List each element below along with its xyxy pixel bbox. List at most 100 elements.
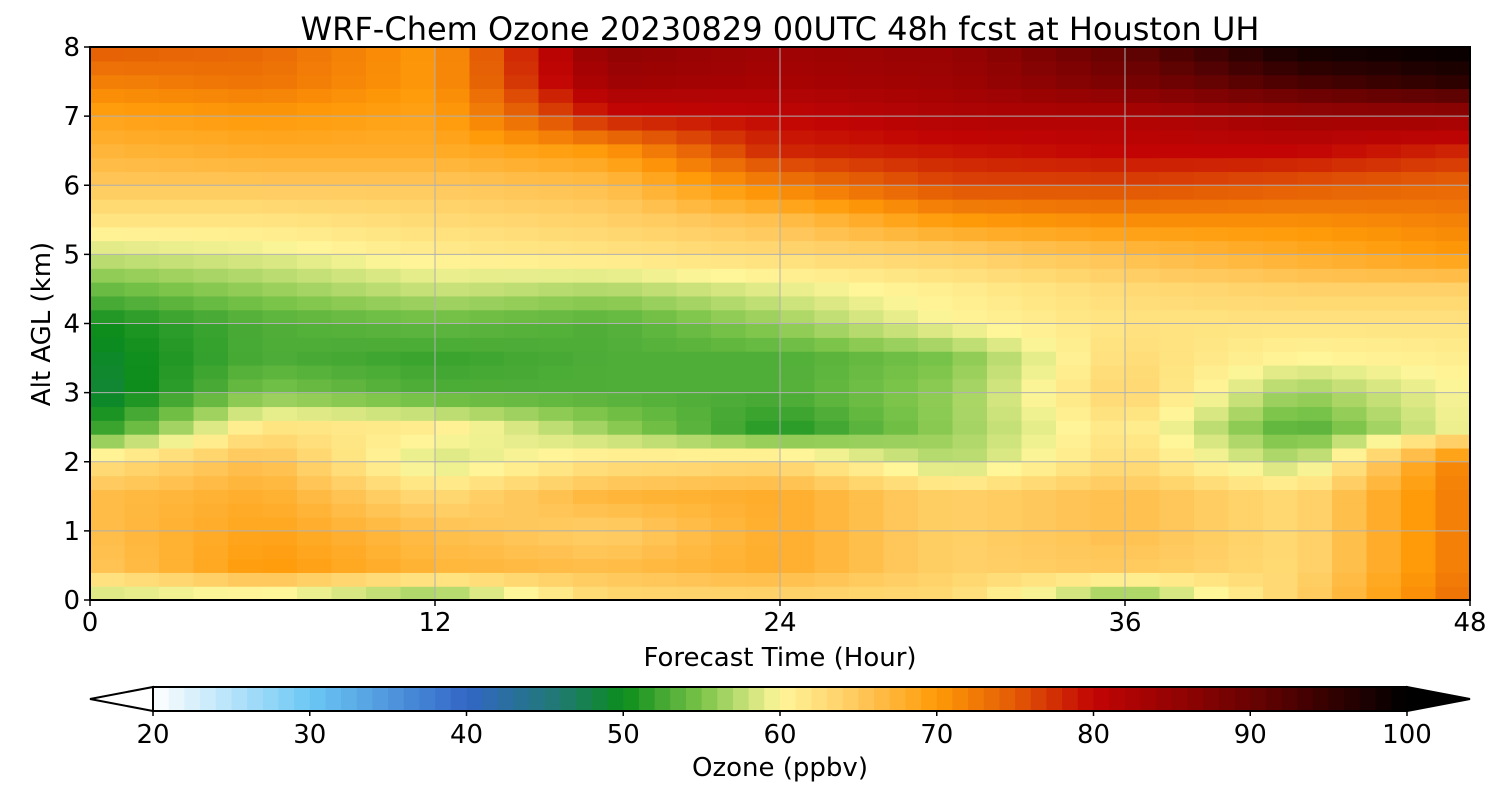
heatmap-cell [918, 323, 954, 338]
heatmap-cell [987, 254, 1023, 269]
heatmap-cell [1194, 240, 1230, 255]
heatmap-cell [1401, 74, 1437, 90]
heatmap-cell [366, 143, 402, 159]
heatmap-cell [642, 102, 678, 117]
heatmap-cell [193, 572, 229, 587]
heatmap-cell [1228, 586, 1264, 601]
heatmap-cell [607, 309, 643, 325]
heatmap-cell [124, 364, 160, 380]
colorbar-bin [858, 687, 875, 711]
heatmap-cell [1297, 489, 1333, 504]
heatmap-cell [435, 157, 471, 173]
heatmap-cell [1194, 406, 1230, 421]
heatmap-cell [745, 143, 781, 159]
heatmap-cell [1159, 489, 1195, 504]
colorbar-bin [1344, 687, 1361, 711]
heatmap-cell [1263, 530, 1299, 546]
heatmap-cell [159, 572, 195, 587]
heatmap-cell [745, 171, 781, 186]
heatmap-cell [435, 503, 471, 518]
heatmap-cell [400, 240, 436, 255]
heatmap-cell [711, 475, 747, 490]
colorbar-bin [591, 687, 609, 711]
heatmap-cell [607, 364, 643, 380]
heatmap-cell [676, 74, 712, 90]
heatmap-cell [1090, 282, 1126, 297]
heatmap-cell [676, 420, 712, 435]
heatmap-cell [159, 544, 195, 560]
heatmap-cell [1125, 475, 1161, 490]
heatmap-cell [193, 60, 229, 76]
heatmap-cell [883, 475, 919, 490]
heatmap-cell [1194, 530, 1230, 546]
colorbar-bin [717, 687, 734, 711]
heatmap-cell [262, 185, 298, 200]
colorbar-bin [936, 687, 953, 711]
heatmap-cell [711, 489, 747, 504]
x-tick-label: 12 [418, 608, 451, 638]
heatmap-cell [1263, 378, 1299, 394]
heatmap-cell [435, 171, 471, 186]
heatmap-cell [159, 129, 195, 145]
heatmap-cell [642, 323, 678, 338]
heatmap-cell [1194, 337, 1230, 352]
heatmap-cell [90, 240, 126, 255]
heatmap-cell [1401, 420, 1437, 435]
heatmap-cell [90, 461, 126, 477]
heatmap-cell [538, 475, 574, 490]
heatmap-cell [1297, 544, 1333, 560]
heatmap-cell [987, 88, 1023, 103]
heatmap-cell [1090, 447, 1126, 463]
heatmap-cell [1228, 461, 1264, 477]
colorbar-bin [215, 687, 232, 711]
heatmap-cell [607, 60, 643, 76]
heatmap-cell [228, 586, 264, 601]
heatmap-cell [1125, 392, 1161, 408]
heatmap-cell [952, 185, 988, 200]
heatmap-cell [1401, 309, 1437, 325]
heatmap-cell [1159, 171, 1195, 186]
heatmap-cell [1125, 461, 1161, 477]
heatmap-cell [918, 143, 954, 159]
heatmap-cell [469, 406, 505, 421]
heatmap-cell [1228, 212, 1264, 228]
heatmap-cell [1159, 475, 1195, 490]
heatmap-cell [297, 337, 333, 352]
heatmap-cell [745, 586, 781, 601]
heatmap-cell [1021, 434, 1057, 449]
colorbar-bin [1297, 687, 1314, 711]
heatmap-cell [1366, 226, 1402, 242]
heatmap-cell [262, 489, 298, 504]
heatmap-cell [849, 337, 885, 352]
heatmap-cell [366, 337, 402, 352]
colorbar-bin [576, 687, 593, 711]
heatmap-cell [1263, 489, 1299, 504]
heatmap-cell [1401, 295, 1437, 311]
heatmap-cell [262, 199, 298, 214]
heatmap-cell [1401, 268, 1437, 283]
heatmap-cell [504, 420, 540, 435]
heatmap-cell [1056, 572, 1092, 587]
heatmap-cell [1228, 268, 1264, 283]
heatmap-cell [1401, 503, 1437, 518]
heatmap-cell [987, 309, 1023, 325]
heatmap-cell [780, 517, 816, 532]
heatmap-cell [1159, 558, 1195, 573]
heatmap-cell [469, 558, 505, 573]
heatmap-cell [469, 102, 505, 117]
heatmap-cell [435, 378, 471, 394]
heatmap-cell [1056, 544, 1092, 560]
heatmap-cell [1056, 530, 1092, 546]
heatmap-cell [573, 544, 609, 560]
heatmap-cell [297, 475, 333, 490]
heatmap-cell [1090, 157, 1126, 173]
heatmap-cell [780, 364, 816, 380]
heatmap-cell [193, 434, 229, 449]
heatmap-cell [90, 572, 126, 587]
heatmap-cell [987, 434, 1023, 449]
heatmap-cell [1021, 60, 1057, 76]
heatmap-cell [1401, 447, 1437, 463]
heatmap-cell [1159, 47, 1195, 62]
heatmap-cell [228, 157, 264, 173]
heatmap-cell [814, 434, 850, 449]
